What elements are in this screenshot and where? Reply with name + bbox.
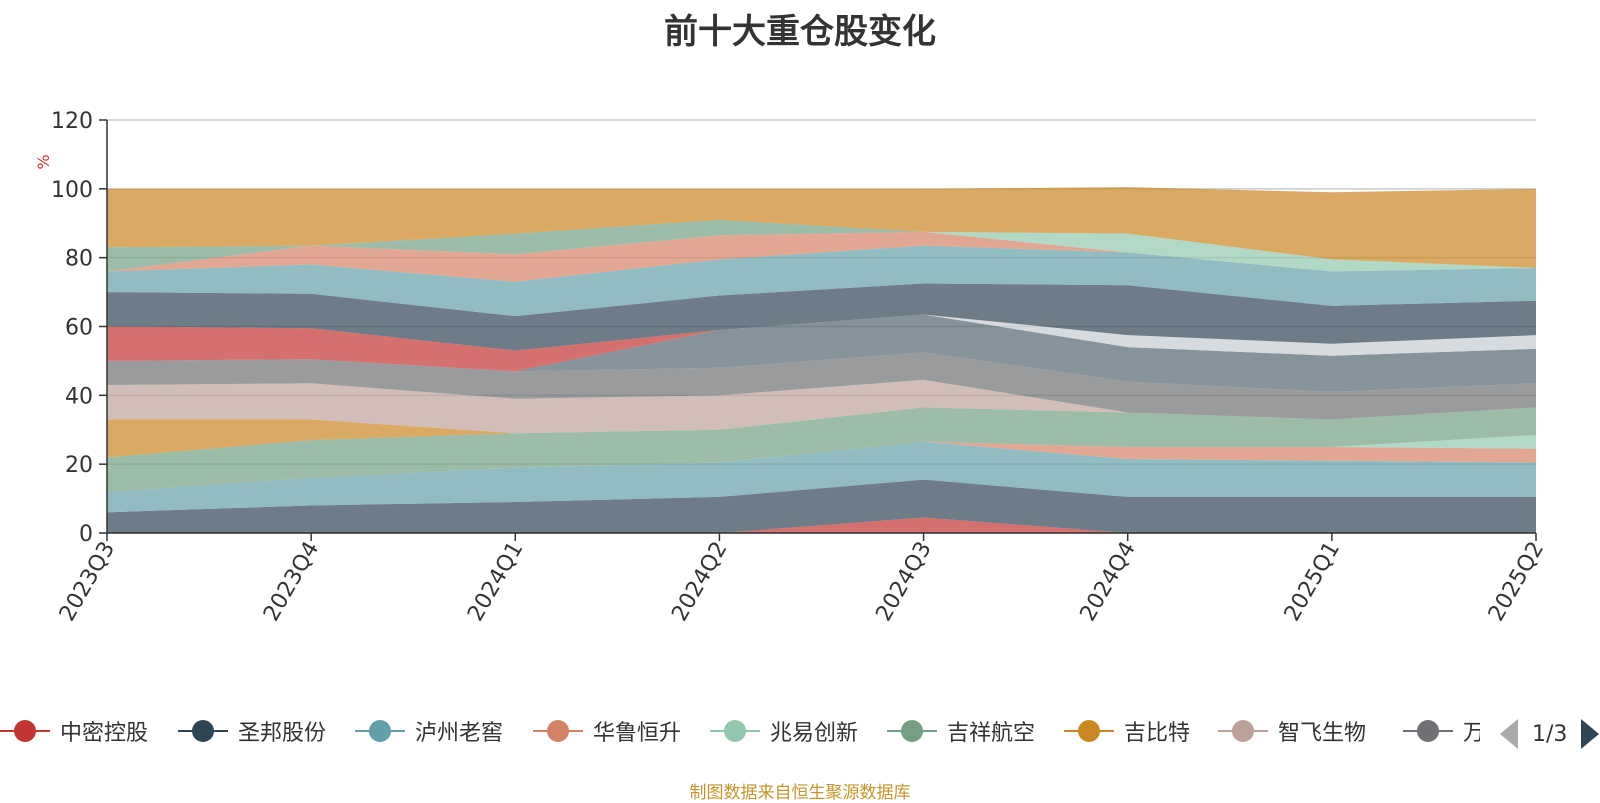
- area-series-15[interactable]: [107, 231, 1536, 272]
- y-tick-label: 20: [65, 453, 93, 478]
- legend-label: 智飞生物: [1278, 721, 1367, 746]
- x-tick-label: 2024Q4: [1076, 538, 1141, 626]
- legend-item[interactable]: 中密控股: [0, 713, 148, 749]
- area-series-11[interactable]: [107, 314, 1536, 372]
- x-tick-label: 2023Q4: [259, 538, 324, 626]
- y-tick-label: 40: [65, 384, 93, 409]
- legend-marker-icon: [887, 718, 937, 744]
- source-note: 制图数据来自恒生聚源数据库: [689, 783, 911, 803]
- y-axis-unit-label: %: [34, 154, 53, 169]
- area-series-16[interactable]: [107, 219, 1536, 272]
- legend-pager: 1/3: [1500, 716, 1600, 752]
- area-series-9[interactable]: [107, 314, 1536, 392]
- y-tick-label: 80: [65, 247, 93, 272]
- legend-label: 泸州老窖: [415, 721, 504, 746]
- area-series-10[interactable]: [107, 314, 1536, 372]
- legend-label: 吉祥航空: [947, 721, 1036, 746]
- legend-prev-page-icon[interactable]: [1500, 719, 1518, 749]
- legend-item[interactable]: 泸州老窖: [355, 713, 503, 749]
- legend-marker-icon: [1218, 718, 1268, 744]
- legend-label: 兆易创新: [770, 721, 859, 746]
- y-tick-label: 60: [65, 316, 93, 341]
- area-series-5[interactable]: [107, 407, 1536, 492]
- area-series-14[interactable]: [107, 231, 1536, 282]
- area-series-3[interactable]: [107, 441, 1536, 492]
- legend-item[interactable]: 万华: [1403, 713, 1480, 749]
- legend-label: 吉比特: [1124, 721, 1191, 746]
- legend-label: 万华: [1463, 721, 1480, 746]
- legend-marker-icon: [0, 718, 50, 744]
- area-series-2[interactable]: [107, 441, 1536, 513]
- x-tick-label: 2025Q1: [1280, 538, 1345, 626]
- area-series-17[interactable]: [107, 187, 1536, 268]
- legend-marker-icon: [533, 718, 583, 744]
- legend-item[interactable]: 智飞生物: [1218, 713, 1366, 749]
- legend-label: 华鲁恒升: [593, 721, 682, 746]
- legend-item[interactable]: 兆易创新: [710, 713, 858, 749]
- y-tick-label: 100: [51, 178, 93, 203]
- legend-item[interactable]: 吉比特: [1064, 713, 1190, 749]
- legend-page-indicator: 1/3: [1532, 721, 1568, 747]
- legend-label: 中密控股: [60, 721, 149, 746]
- legend-label: 圣邦股份: [238, 721, 327, 746]
- legend-marker-icon: [1403, 718, 1453, 744]
- legend-marker-icon: [355, 718, 405, 744]
- x-tick-label: 2024Q2: [667, 538, 732, 626]
- area-series-13[interactable]: [107, 245, 1536, 317]
- chart-title: 前十大重仓股变化: [664, 12, 936, 52]
- legend-next-page-icon[interactable]: [1581, 719, 1600, 749]
- x-tick-label: 2023Q3: [55, 538, 120, 626]
- legend-marker-icon: [710, 718, 760, 744]
- legend-item[interactable]: 吉祥航空: [887, 713, 1035, 749]
- area-series-0[interactable]: [107, 517, 1536, 533]
- area-series-8[interactable]: [107, 352, 1536, 420]
- x-tick-label: 2024Q3: [871, 538, 936, 626]
- legend-item[interactable]: 华鲁恒升: [533, 713, 681, 749]
- legend-marker-icon: [1064, 718, 1114, 744]
- y-tick-label: 0: [79, 522, 93, 547]
- legend-item[interactable]: 圣邦股份: [178, 713, 326, 749]
- legend: 中密控股 圣邦股份 泸州老窖 华鲁恒升 兆易创新 吉祥航空 吉比特 智飞生物 万华: [0, 700, 1480, 760]
- y-tick-label: 120: [51, 109, 93, 134]
- legend-marker-icon: [178, 718, 228, 744]
- area-series-12[interactable]: [107, 283, 1536, 351]
- area-series-6[interactable]: [107, 407, 1536, 458]
- x-tick-label: 2025Q2: [1484, 538, 1549, 626]
- x-tick-label: 2024Q1: [463, 538, 528, 626]
- area-series-1[interactable]: [107, 479, 1536, 533]
- area-series-7[interactable]: [107, 379, 1536, 434]
